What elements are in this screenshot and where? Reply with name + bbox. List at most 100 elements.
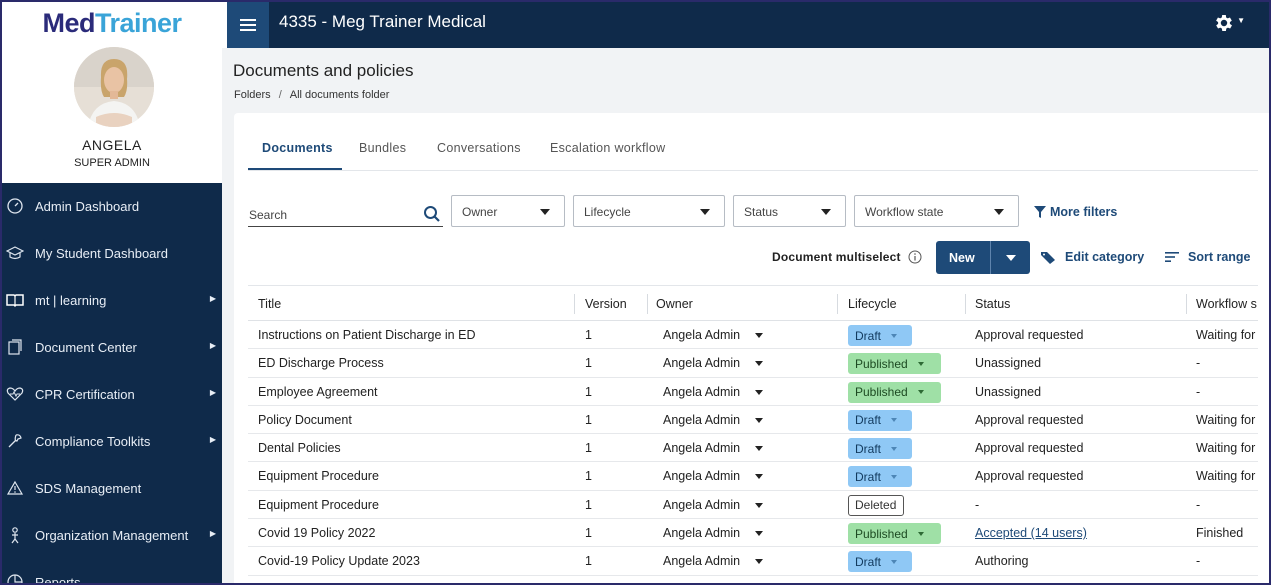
document-title[interactable]: Dental Policies [258,441,341,456]
search-input[interactable]: Search [248,197,443,227]
document-title[interactable]: Equipment Procedure [258,497,379,512]
logo-part-trainer: Trainer [94,8,182,38]
workflow-state-filter-select[interactable]: Workflow state [854,195,1019,227]
lifecycle-badge[interactable]: Published [848,353,941,375]
column-header-owner[interactable]: Owner [656,297,693,311]
table-row[interactable]: Equipment Procedure 1 Angela Admin Draft App… [248,462,1258,491]
more-filters-button[interactable]: More filters [1034,205,1117,219]
search-icon[interactable] [423,205,441,223]
breadcrumb-folders[interactable]: Folders [234,89,271,101]
new-dropdown-caret-icon[interactable] [1006,255,1016,261]
sidebar-item-reports[interactable]: Reports [2,559,222,583]
status-filter-select[interactable]: Status [733,195,846,227]
owner-dropdown-caret-icon[interactable] [755,502,763,508]
graduation-cap-icon [6,246,24,260]
tab-bar: Documents Bundles Conversations Escalati… [248,129,1258,171]
sidebar-item-sds-management[interactable]: SDS Management [2,465,222,512]
info-icon[interactable] [908,250,922,264]
document-title[interactable]: ED Discharge Process [258,356,384,371]
document-status: Unassigned [975,384,1042,399]
lifecycle-badge[interactable]: Draft [848,551,912,573]
column-header-workflow-state[interactable]: Workflow s [1196,297,1257,311]
gear-icon[interactable] [1213,12,1235,34]
owner-dropdown-caret-icon[interactable] [755,333,763,338]
caret-down-icon [540,209,550,215]
lifecycle-badge[interactable]: Deleted [848,494,904,516]
sidebar-item-admin-dashboard[interactable]: Admin Dashboard [2,183,222,230]
search-label: Search [249,208,288,222]
owner-dropdown-caret-icon[interactable] [755,474,763,480]
document-title[interactable]: Covid-19 Policy Update 2023 [258,554,420,569]
table-row[interactable]: Covid 19 Policy 2022 1 Angela Admin Publish… [248,519,1258,548]
chevron-down-icon[interactable]: ▼ [1237,16,1245,25]
owner-dropdown-caret-icon[interactable] [755,531,763,537]
document-status[interactable]: Accepted (14 users) [975,526,1087,541]
table-row[interactable]: Policy Document 1 Angela Admin Draft Approva… [248,406,1258,435]
column-header-version[interactable]: Version [585,297,627,311]
document-owner[interactable]: Angela Admin [663,441,741,456]
column-header-status[interactable]: Status [975,297,1011,311]
sidebar-item-mt-learning[interactable]: mt | learning ▶ [2,277,222,324]
document-title[interactable]: Equipment Procedure [258,469,379,484]
lifecycle-badge[interactable]: Published [848,381,941,403]
document-owner[interactable]: Angela Admin [663,469,741,484]
table-row[interactable]: Instructions on Patient Discharge in ED 1… [248,321,1258,350]
document-owner[interactable]: Angela Admin [663,356,741,371]
hamburger-menu-button[interactable] [227,2,269,48]
column-header-lifecycle[interactable]: Lifecycle [848,297,897,311]
document-title[interactable]: Policy Document [258,412,352,427]
owner-filter-select[interactable]: Owner [451,195,565,227]
sidebar-item-my-student-dashboard[interactable]: My Student Dashboard [2,230,222,277]
sort-range-button[interactable]: Sort range [1165,250,1251,264]
document-version: 1 [585,384,592,399]
workflow-state-filter-label: Workflow state [865,205,944,219]
document-title[interactable]: Covid 19 Policy 2022 [258,526,376,541]
lifecycle-badge-label: Draft [855,328,882,343]
edit-category-button[interactable]: Edit category [1040,250,1144,264]
lifecycle-badge[interactable]: Draft [848,466,912,488]
new-button-label: New [949,251,975,265]
avatar[interactable] [74,47,154,127]
table-row[interactable]: Employee Agreement 1 Angela Admin Published… [248,378,1258,406]
tab-conversations[interactable]: Conversations [437,141,521,155]
document-title[interactable]: Instructions on Patient Discharge in ED [258,328,476,342]
document-status: Approval requested [975,441,1084,456]
owner-dropdown-caret-icon[interactable] [755,361,763,367]
sidebar-item-cpr-certification[interactable]: CPR Certification ▶ [2,371,222,418]
sidebar-item-document-center[interactable]: Document Center ▶ [2,324,222,371]
column-divider [1186,294,1187,314]
table-row[interactable]: Covid-19 Policy Update 2023 1 Angela Admin… [248,547,1258,576]
owner-dropdown-caret-icon[interactable] [755,559,763,565]
document-owner[interactable]: Angela Admin [663,328,741,342]
new-document-button[interactable]: New [936,241,1030,274]
medtrainer-logo[interactable]: MedTrainer [2,8,222,39]
owner-dropdown-caret-icon[interactable] [755,446,763,452]
document-owner[interactable]: Angela Admin [663,526,741,541]
document-owner[interactable]: Angela Admin [663,497,741,512]
tab-bundles[interactable]: Bundles [359,141,407,155]
tab-escalation-workflow[interactable]: Escalation workflow [550,141,666,155]
lifecycle-filter-select[interactable]: Lifecycle [573,195,725,227]
document-owner[interactable]: Angela Admin [663,384,741,399]
table-row[interactable]: ED Discharge Process 1 Angela Admin Publish… [248,349,1258,378]
owner-dropdown-caret-icon[interactable] [755,417,763,423]
lifecycle-badge[interactable]: Draft [848,438,912,460]
page-title: Documents and policies [233,61,414,80]
table-row[interactable]: Dental Policies 1 Angela Admin Draft Approva… [248,434,1258,463]
lifecycle-badge-label: Draft [855,413,882,428]
lifecycle-badge[interactable]: Published [848,523,941,545]
sidebar-item-organization-management[interactable]: Organization Management ▶ [2,512,222,559]
chevron-right-icon: ▶ [209,341,216,350]
tab-documents[interactable]: Documents [262,141,333,155]
owner-dropdown-caret-icon[interactable] [755,389,763,395]
lifecycle-badge[interactable]: Draft [848,409,912,431]
lifecycle-badge[interactable]: Draft [848,325,912,346]
column-header-title[interactable]: Title [258,297,282,311]
document-title[interactable]: Employee Agreement [258,384,378,399]
workflow-state: - [1196,497,1201,512]
document-multiselect-label[interactable]: Document multiselect [772,250,901,264]
document-owner[interactable]: Angela Admin [663,554,741,569]
table-row[interactable]: Equipment Procedure 1 Angela Admin Deleted -… [248,491,1258,520]
document-owner[interactable]: Angela Admin [663,412,741,427]
sidebar-item-compliance-toolkits[interactable]: Compliance Toolkits ▶ [2,418,222,465]
